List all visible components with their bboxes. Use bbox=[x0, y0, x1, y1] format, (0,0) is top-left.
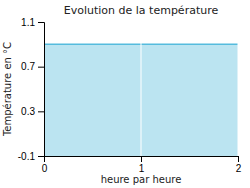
x-axis-title: heure par heure bbox=[101, 174, 182, 185]
tick-label: 1.1 bbox=[21, 17, 35, 28]
y-axis: -0.1 0.3 0.7 1.1 bbox=[18, 17, 45, 162]
tick: 1.1 bbox=[21, 17, 44, 28]
axis-line bbox=[45, 157, 239, 163]
x-axis: 0 1 2 bbox=[42, 156, 242, 174]
tick-mark bbox=[238, 156, 239, 162]
tick-label: -0.1 bbox=[18, 151, 36, 162]
tick: -0.1 bbox=[18, 151, 44, 162]
tick-mark bbox=[38, 67, 44, 68]
tick-label: 0.7 bbox=[21, 61, 35, 72]
plot-area: 0 1 2 -0.1 0.3 0.7 1.1 bbox=[18, 17, 242, 174]
tick: 2 bbox=[236, 156, 242, 174]
tick: 0.3 bbox=[21, 106, 44, 117]
tick: 1 bbox=[139, 156, 145, 174]
grid-line bbox=[141, 22, 142, 156]
axis-line bbox=[38, 23, 45, 157]
tick-label: 2 bbox=[236, 163, 242, 174]
tick-mark bbox=[38, 156, 44, 157]
tick: 0 bbox=[42, 156, 48, 174]
tick-label: 0 bbox=[42, 163, 48, 174]
grid bbox=[44, 22, 238, 156]
y-axis-title: Température en °C bbox=[2, 42, 13, 137]
grid-line bbox=[238, 22, 239, 156]
tick-mark bbox=[141, 156, 142, 162]
tick-mark bbox=[38, 22, 44, 23]
tick: 0.7 bbox=[21, 61, 44, 72]
chart: 0 1 2 -0.1 0.3 0.7 1.1 Evolution de la températ… bbox=[0, 0, 250, 188]
tick-label: 1 bbox=[139, 163, 145, 174]
tick-label: 0.3 bbox=[21, 106, 35, 117]
title: Evolution de la température bbox=[64, 4, 219, 17]
tick-mark bbox=[38, 111, 44, 112]
